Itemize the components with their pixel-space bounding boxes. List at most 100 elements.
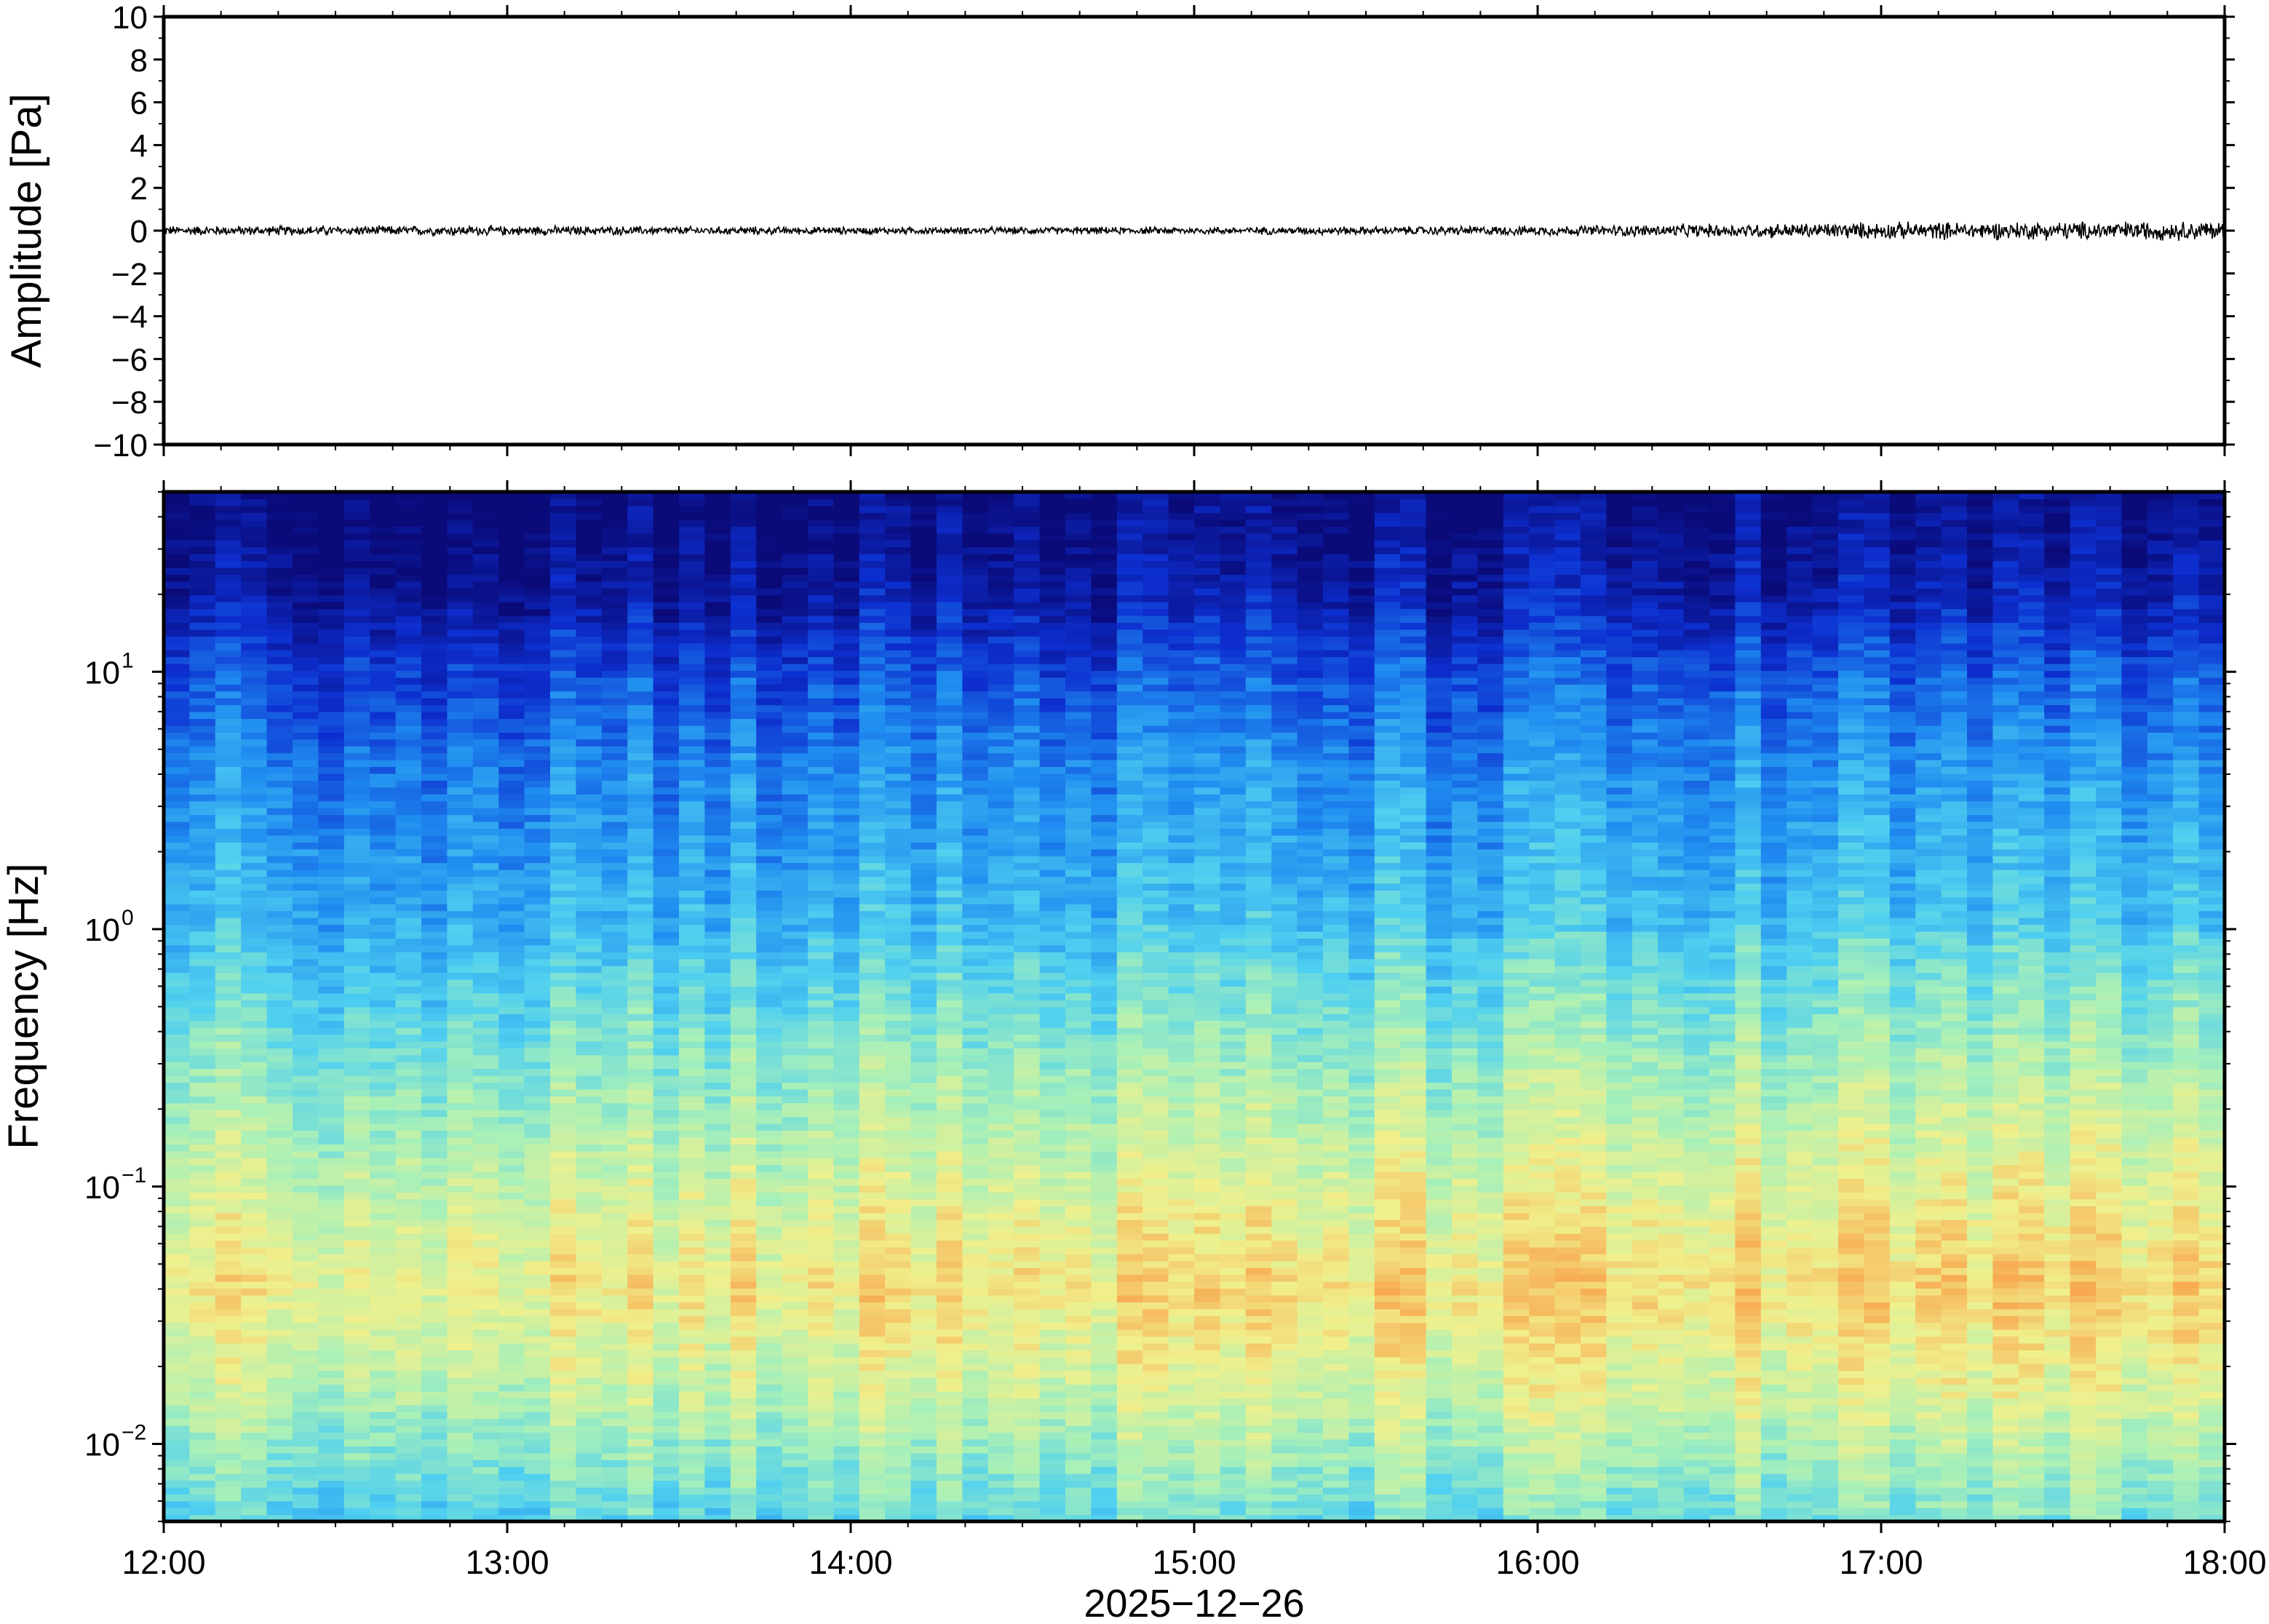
spectrogram-cell xyxy=(576,574,603,582)
spectrogram-cell xyxy=(266,1206,293,1214)
spectrogram-cell xyxy=(885,780,912,788)
spectrogram-cell xyxy=(576,492,603,500)
spectrogram-cell xyxy=(885,1500,912,1508)
spectrogram-cell xyxy=(833,1096,860,1104)
spectrogram-cell xyxy=(266,1267,293,1275)
spectrogram-cell xyxy=(679,1150,706,1158)
spectrogram-cell xyxy=(343,546,370,554)
spectrogram-cell xyxy=(370,690,397,698)
spectrogram-cell xyxy=(833,567,860,575)
spectrogram-cell xyxy=(370,588,397,596)
spectrogram-cell xyxy=(730,848,757,856)
spectrogram-cell xyxy=(782,904,808,912)
spectrogram-cell xyxy=(808,615,835,624)
spectrogram-cell xyxy=(343,567,370,575)
spectrogram-cell xyxy=(421,1260,448,1268)
spectrogram-cell xyxy=(679,1206,706,1214)
spectrogram-cell xyxy=(343,1130,370,1138)
spectrogram-cell xyxy=(266,1329,293,1337)
spectrogram-cell xyxy=(498,1329,525,1337)
spectrogram-cell xyxy=(962,752,989,760)
spectrogram-cell xyxy=(550,1082,577,1090)
spectrogram-cell xyxy=(498,1226,525,1234)
spectrogram-cell xyxy=(937,944,963,952)
spectrogram-cell xyxy=(833,1404,860,1412)
spectrogram-cell xyxy=(472,1027,499,1035)
spectrogram-cell xyxy=(343,1246,370,1254)
spectrogram-cell xyxy=(601,492,628,500)
spectrogram-cell xyxy=(241,807,268,816)
spectrogram-cell xyxy=(576,601,603,610)
spectrogram-cell xyxy=(343,574,370,582)
spectrogram-cell xyxy=(679,1260,706,1268)
spectrogram-cell xyxy=(370,615,397,624)
spectrogram-cell xyxy=(782,553,808,562)
spectrogram-cell xyxy=(293,1432,319,1440)
spectrogram-cell xyxy=(370,698,397,706)
spectrogram-cell xyxy=(498,759,525,768)
spectrogram-cell xyxy=(241,533,268,541)
spectrogram-cell xyxy=(550,1370,577,1378)
spectrogram-cell xyxy=(704,1102,731,1110)
spectrogram-cell xyxy=(808,780,835,788)
spectrogram-cell xyxy=(988,1466,1014,1474)
spectrogram-cell xyxy=(627,1425,654,1433)
spectrogram-cell xyxy=(524,924,551,932)
spectrogram-cell xyxy=(679,931,706,939)
spectrogram-cell xyxy=(343,677,370,685)
spectrogram-cell xyxy=(189,608,216,616)
spectrogram-cell xyxy=(472,567,499,575)
spectrogram-cell xyxy=(293,1377,319,1385)
spectrogram-cell xyxy=(395,787,422,795)
spectrogram-cell xyxy=(524,1048,551,1056)
spectrogram-cell xyxy=(937,636,963,644)
spectrogram-cell xyxy=(937,1158,963,1166)
spectrogram-cell xyxy=(189,1123,216,1131)
spectrogram-cell xyxy=(164,917,191,926)
spectrogram-cell xyxy=(704,807,731,816)
spectrogram-cell xyxy=(447,649,474,658)
spectrogram-cell xyxy=(370,622,397,630)
spectrogram-cell xyxy=(266,1068,293,1076)
spectrogram-cell xyxy=(808,1034,835,1042)
spectrogram-cell xyxy=(988,1137,1014,1145)
spectrogram-cell xyxy=(343,1020,370,1028)
spectrogram-cell xyxy=(859,698,886,706)
spectrogram-cell xyxy=(576,546,603,554)
spectrogram-cell xyxy=(653,1460,680,1468)
spectrogram-cell xyxy=(472,1294,499,1302)
spectrogram-cell xyxy=(808,519,835,527)
spectrogram-cell xyxy=(601,835,628,843)
spectrogram-cell xyxy=(293,732,319,740)
spectrogram-cell xyxy=(704,1404,731,1412)
spectrogram-cell xyxy=(653,917,680,926)
spectrogram-cell xyxy=(679,567,706,575)
spectrogram-cell xyxy=(576,1082,603,1090)
spectrogram-cell xyxy=(937,1438,963,1447)
spectrogram-cell xyxy=(189,1350,216,1358)
spectrogram-cell xyxy=(910,1068,937,1076)
spectrogram-cell xyxy=(241,821,268,829)
spectrogram-cell xyxy=(318,1130,345,1138)
spectrogram-cell xyxy=(962,1418,989,1426)
spectrogram-cell xyxy=(550,1240,577,1248)
spectrogram-cell xyxy=(937,492,963,500)
spectrogram-cell xyxy=(601,594,628,602)
spectrogram-cell xyxy=(576,1322,603,1330)
spectrogram-cell xyxy=(318,711,345,720)
spectrogram-cell xyxy=(447,567,474,575)
spectrogram-cell xyxy=(576,807,603,816)
spectrogram-cell xyxy=(164,890,191,898)
spectrogram-cell xyxy=(885,1075,912,1083)
spectrogram-cell xyxy=(395,1013,422,1022)
spectrogram-cell xyxy=(550,1006,577,1014)
spectrogram-cell xyxy=(859,1240,886,1248)
spectrogram-cell xyxy=(988,1088,1014,1096)
spectrogram-cell xyxy=(833,1412,860,1420)
spectrogram-cell xyxy=(782,992,808,1000)
spectrogram-cell xyxy=(395,1500,422,1508)
spectrogram-cell xyxy=(679,896,706,904)
spectrogram-cell xyxy=(601,931,628,939)
spectrogram-cell xyxy=(550,732,577,740)
spectrogram-cell xyxy=(782,1486,808,1495)
